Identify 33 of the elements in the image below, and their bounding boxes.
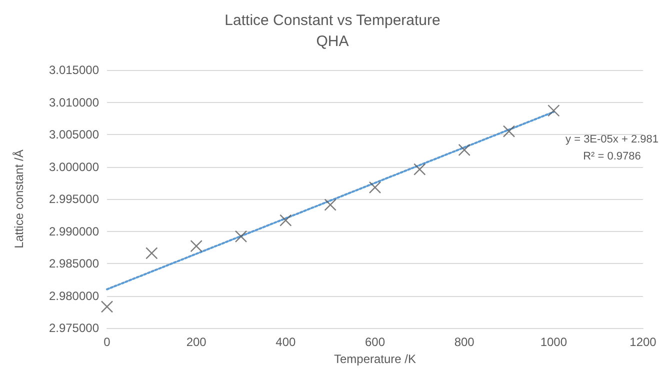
y-tick-label: 3.010000 [48, 95, 100, 110]
point [324, 198, 336, 211]
y-tick-label: 3.005000 [48, 128, 100, 142]
y-tick-label: 2.985000 [48, 256, 100, 270]
point [146, 247, 158, 260]
x-tick-label: 600 [364, 335, 386, 349]
y-tick-label: 2.995000 [48, 192, 100, 206]
x-tick-label: 200 [186, 335, 207, 349]
point [100, 300, 114, 313]
y-tick-label: 3.015000 [48, 63, 100, 77]
x-tick-label: 400 [276, 335, 296, 349]
chart-title: Lattice Constant vs Temperature [224, 12, 440, 29]
x-tick-label: 1000 [540, 335, 568, 349]
y-axis-title: Lattice constant /Å [12, 150, 26, 248]
y-tick-label: 2.990000 [48, 224, 100, 238]
x-tick-label: 1200 [630, 335, 657, 349]
y-tick-label: 2.975000 [48, 321, 100, 335]
y-tick-label: 3.000000 [48, 160, 100, 174]
point [414, 163, 426, 176]
point [548, 104, 560, 117]
annotation: R² = 0.9786 [583, 150, 641, 162]
x-tick-label: 0 [104, 335, 111, 349]
point [502, 125, 516, 138]
x-tick-label: 800 [454, 335, 475, 349]
point [190, 240, 202, 252]
y-tick-label: 2.980000 [48, 288, 100, 303]
point [458, 144, 470, 156]
chart-subtitle: QHA [316, 33, 349, 50]
annotation: y = 3E-05x + 2.981 [566, 134, 658, 146]
point [234, 230, 248, 243]
point [280, 214, 292, 226]
point [368, 181, 382, 194]
x-axis-title: Temperature /K [334, 352, 416, 366]
